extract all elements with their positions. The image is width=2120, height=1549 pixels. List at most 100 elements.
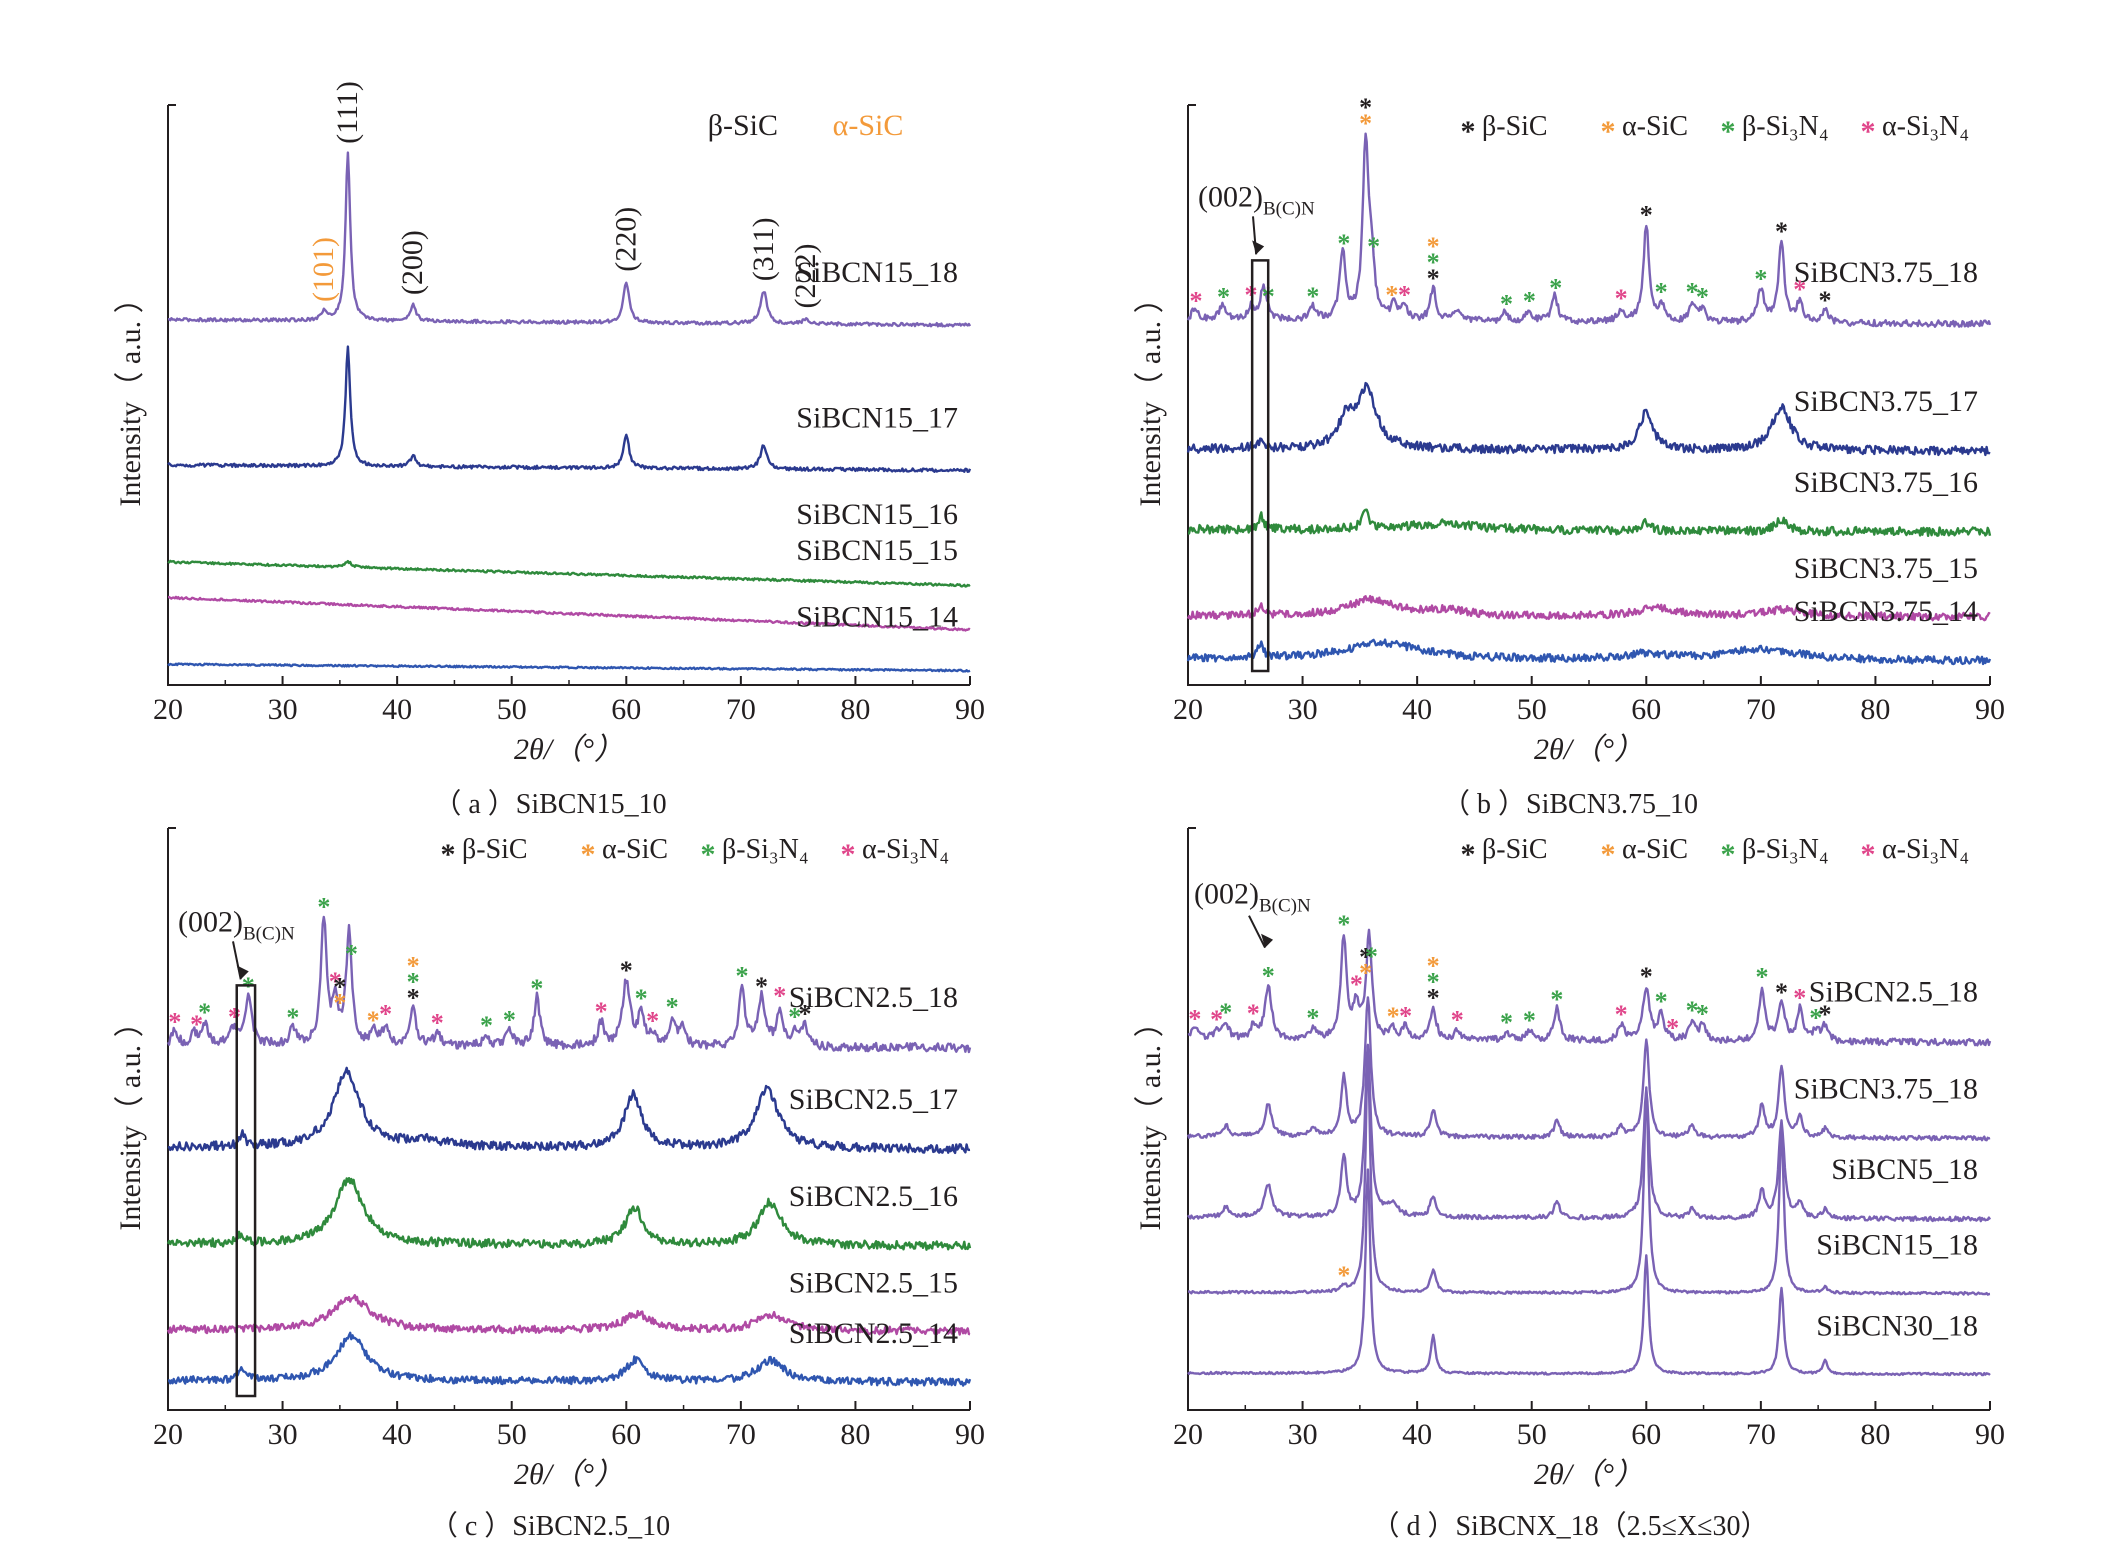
peak-marker-c-18-0: * [620,956,633,985]
series-label-b-3: SiBCN3.75_15 [1794,552,1978,585]
peak-marker-d-6-0: * [1337,910,1350,939]
peak-marker-d-2-0: * [1219,998,1232,1027]
annotation-a-4: (311) [747,217,780,281]
peak-marker-b-12-0: * [1523,287,1536,316]
y-axis-label-d: Intensity（ a.u. ） [1134,1007,1167,1230]
series-line-c-SiBCN2.5_14 [167,1331,972,1387]
series-line-b-SiBCN3.75_16 [1187,508,1992,537]
peak-marker-c-10-0: * [367,1006,380,1035]
peak-marker-b-7-0: * [1367,232,1380,261]
peak-marker-b-22-0: * [1819,286,1832,315]
peak-marker-d-8-0: * [1359,959,1372,988]
x-axis-label-d: 2θ/（°） [1534,1458,1644,1491]
peak-marker-d-27-0: * [1819,1000,1832,1029]
series-line-c-SiBCN2.5_18 [166,915,972,1054]
peak-marker-b-14-0: * [1615,284,1628,313]
x-tick-label-c-80: 80 [840,1418,870,1451]
caption-c: （ c ）SiBCN2.5_10 [429,1511,671,1542]
series-label-d-0: SiBCN2.5_18 [1809,976,1978,1009]
y-axis-label-a: Intensity（ a.u. ） [114,283,147,506]
arrow-label-d: (002)B(C)N [1194,878,1311,917]
peak-marker-c-12-2: * [407,951,420,980]
legend-marker-d-0: * [1461,838,1476,871]
series-line-b-SiBCN3.75_14 [1186,638,1992,666]
peak-marker-d-11-0: * [1399,1001,1412,1030]
peak-marker-c-15-0: * [503,1005,516,1034]
series-line-a-SiBCN15_14 [167,662,971,673]
series-line-c-SiBCN2.5_15 [166,1294,971,1336]
legend-label-d-2: β-Si₃N₄ [1742,834,1829,865]
legend-marker-b-3: * [1861,115,1876,148]
y-axis-label-c: Intensity（ a.u. ） [114,1007,147,1230]
series-label-a-0: SiBCN15_18 [796,256,958,289]
peak-marker-c-19-0: * [635,984,648,1013]
x-tick-label-b-40: 40 [1402,693,1432,726]
peak-marker-b-10-2: * [1427,232,1440,261]
peak-marker-d-3-0: * [1247,999,1260,1028]
legend-label-a-1: α-SiC [833,109,904,142]
panel-a: 20 30 40 50 60 70 80 90 2θ/（°） Intensity（ a.u. ） S… [114,81,985,766]
series-label-d-2: SiBCN5_18 [1831,1153,1978,1186]
peak-marker-d-17-0: * [1615,1000,1628,1029]
series-line-d-SiBCN2.5_18 [1187,928,1992,1047]
x-tick-label-a-60: 60 [611,693,641,726]
peak-marker-d-22-0: * [1696,999,1709,1028]
series-label-b-4: SiBCN3.75_14 [1794,595,1978,628]
x-tick-label-d-80: 80 [1860,1418,1890,1451]
peak-marker-c-14-0: * [480,1011,493,1040]
legend-marker-d-2: * [1721,838,1736,871]
annotation-a-3: (220) [609,207,642,272]
x-tick-label-a-70: 70 [726,693,756,726]
peak-marker-b-6-0: * [1359,109,1372,138]
peak-marker-c-20-0: * [646,1007,659,1036]
peak-marker-d-8-1: * [1359,943,1372,972]
series-line-b-SiBCN3.75_17 [1186,381,1991,457]
series-line-d-SiBCN5_18 [1186,1043,1992,1223]
peak-marker-c-24-0: * [773,982,786,1011]
series-line-c-SiBCN2.5_16 [166,1177,972,1251]
legend-marker-c-3: * [841,838,856,871]
bcn-arrow-d [1248,915,1266,949]
legend-label-c-2: β-Si₃N₄ [722,834,809,865]
series-label-c-2: SiBCN2.5_16 [789,1180,958,1213]
x-tick-label-b-20: 20 [1173,693,1203,726]
legend-marker-d-3: * [1861,838,1876,871]
legend-label-b-3: α-Si₃N₄ [1882,111,1969,142]
peak-marker-b-20-0: * [1775,217,1788,246]
series-label-d-3: SiBCN15_18 [1816,1229,1978,1262]
peak-marker-c-16-0: * [530,974,543,1003]
peak-marker-c-3-0: * [228,1003,241,1032]
peak-marker-c-1-0: * [190,1010,203,1039]
peak-marker-c-7-0: * [329,967,342,996]
x-tick-label-a-30: 30 [268,693,298,726]
peak-marker-b-11-0: * [1500,290,1513,319]
series-label-b-2: SiBCN3.75_16 [1794,466,1978,499]
box-arrowhead-c [236,965,249,980]
peak-marker-d-26-0: * [1809,1004,1822,1033]
x-tick-label-d-70: 70 [1746,1418,1776,1451]
peak-marker-c-21-0: * [666,993,679,1022]
peak-marker-b-10-1: * [1427,248,1440,277]
annotation-a-1: (101) [307,237,340,302]
legend-label-b-0: β-SiC [1482,111,1548,142]
peak-marker-c-12-1: * [407,967,420,996]
peak-marker-c-12-0: * [407,983,420,1012]
series-line-a-SiBCN15_15 [167,595,971,632]
peak-marker-d-24-0: * [1775,978,1788,1007]
peak-marker-d-5-0: * [1306,1004,1319,1033]
x-axis-label-a: 2θ/（°） [514,733,624,766]
x-tick-label-c-50: 50 [497,1418,527,1451]
series-line-a-SiBCN15_17 [167,345,972,473]
peak-marker-c-13-0: * [431,1008,444,1037]
x-tick-label-c-40: 40 [382,1418,412,1451]
peak-marker-d-18-0: * [1640,962,1653,991]
series-line-a-SiBCN15_16 [167,559,971,588]
peak-marker-d-9-0: * [1365,942,1378,971]
peak-marker-c-17-0: * [595,997,608,1026]
peak-marker-b-19-0: * [1754,265,1767,294]
peak-marker-d-23-0: * [1756,963,1769,992]
x-tick-label-b-60: 60 [1631,693,1661,726]
x-tick-label-d-30: 30 [1288,1418,1318,1451]
